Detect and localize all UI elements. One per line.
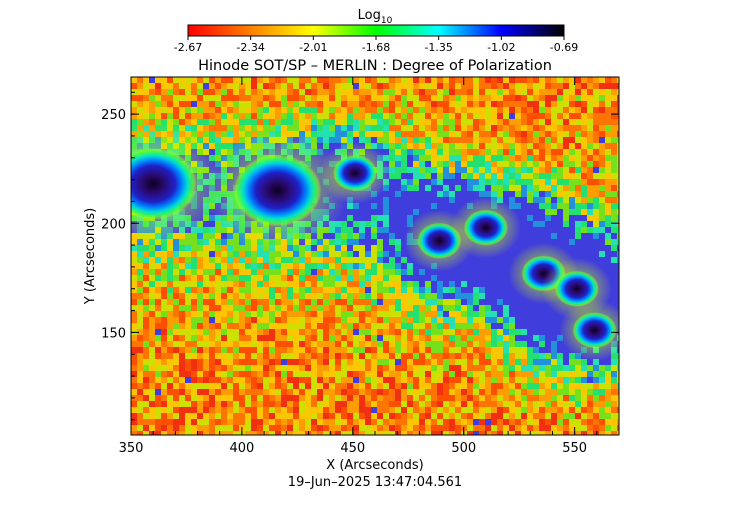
pore <box>554 270 599 307</box>
colorbar <box>187 24 565 37</box>
x-tick-label: 550 <box>562 441 587 456</box>
y-axis-label: Y (Arcseconds) <box>83 208 98 305</box>
colorbar-ticks: -2.67 -2.34 -2.01 -1.68 -1.35 -1.02 -0.69 <box>174 36 578 54</box>
pore <box>463 209 508 246</box>
pore <box>333 155 378 192</box>
timestamp: 19–Jun–2025 13:47:04.561 <box>288 475 462 490</box>
y-axis: 150 200 250 <box>101 91 619 421</box>
colorbar-tick-label: -0.69 <box>550 41 578 54</box>
y-tick-label: 150 <box>101 326 126 341</box>
colorbar-tick-label: -1.02 <box>487 41 515 54</box>
y-tick-label: 250 <box>101 108 126 123</box>
x-tick-label: 350 <box>119 441 144 456</box>
sunspot <box>131 147 198 221</box>
colorbar-tick-label: -2.67 <box>174 41 202 54</box>
colorbar-tick-label: -1.35 <box>424 41 452 54</box>
colorbar-tick-label: -1.68 <box>362 41 390 54</box>
colorbar-tick-label: -2.01 <box>299 41 327 54</box>
pore <box>417 222 462 259</box>
y-tick-label: 200 <box>101 217 126 232</box>
x-axis: 350 400 450 500 550 <box>119 77 620 456</box>
x-tick-label: 400 <box>229 441 254 456</box>
polarization-map <box>131 77 619 435</box>
colorbar-label: Log10 <box>358 8 393 26</box>
sunspot <box>233 154 322 227</box>
x-tick-label: 450 <box>340 441 365 456</box>
x-axis-label: X (Arcseconds) <box>326 458 423 473</box>
pore <box>572 312 617 349</box>
x-tick-label: 500 <box>451 441 476 456</box>
chart-title: Hinode SOT/SP – MERLIN : Degree of Polar… <box>198 58 552 74</box>
colorbar-tick-label: -2.34 <box>236 41 264 54</box>
